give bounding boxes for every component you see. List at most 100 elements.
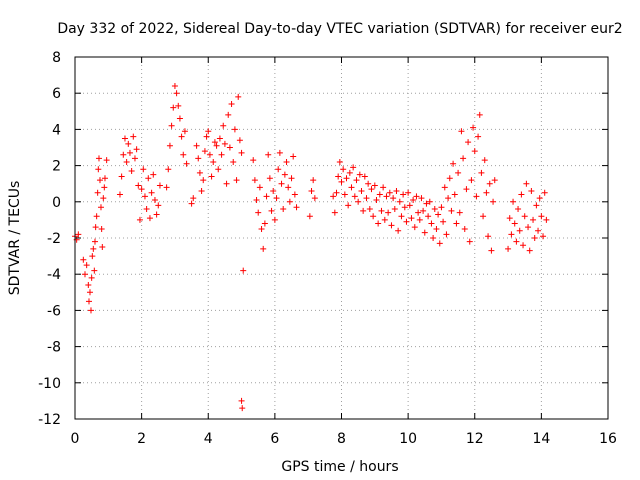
data-point-plus (92, 224, 99, 231)
data-point-plus (150, 171, 157, 178)
data-point-plus (380, 184, 387, 191)
data-point-plus (135, 182, 142, 189)
x-tick-label: 8 (337, 431, 346, 447)
chart-title: Day 332 of 2022, Sidereal Day-to-day VTE… (57, 21, 622, 37)
data-point-plus (183, 160, 190, 167)
data-point-plus (88, 274, 95, 281)
data-point-plus (211, 139, 218, 146)
data-point-plus (438, 204, 445, 211)
data-point-plus (430, 235, 437, 241)
data-point-plus (268, 207, 275, 214)
data-point-plus (255, 209, 262, 216)
data-point-plus (143, 206, 150, 213)
data-point-plus (426, 198, 433, 205)
data-point-plus (99, 244, 106, 251)
data-point-plus (231, 126, 238, 133)
data-point-plus (253, 196, 260, 203)
y-tick-label: 8 (52, 50, 61, 66)
data-point-plus (100, 195, 107, 202)
data-point-plus (228, 101, 235, 108)
data-point-plus (90, 245, 97, 252)
data-point-plus (478, 169, 485, 176)
data-point-plus (240, 267, 247, 274)
data-point-plus (408, 215, 415, 222)
data-point-plus (393, 187, 400, 194)
x-tick-label: 14 (532, 431, 550, 447)
data-point-plus (87, 307, 94, 314)
data-point-plus (456, 209, 463, 216)
data-point-plus (221, 140, 228, 147)
data-point-plus (233, 177, 240, 184)
data-point-plus (171, 82, 178, 89)
data-point-plus (86, 289, 93, 296)
x-tick-label: 0 (71, 431, 80, 447)
data-point-plus (270, 187, 277, 194)
data-point-plus (433, 225, 440, 232)
data-point-plus (490, 198, 497, 205)
data-point-plus (461, 225, 468, 232)
data-point-plus (266, 175, 273, 182)
data-point-plus (363, 195, 370, 202)
data-point-plus (331, 209, 338, 216)
data-point-plus (375, 220, 382, 227)
data-point-plus (98, 225, 105, 232)
data-point-plus (518, 191, 525, 198)
data-point-plus (215, 166, 222, 173)
data-point-plus (371, 182, 378, 189)
data-point-plus (411, 224, 418, 231)
data-point-plus (156, 182, 163, 189)
data-point-plus (541, 189, 548, 196)
data-point-plus (175, 102, 182, 109)
data-point-plus (101, 184, 108, 191)
data-point-plus (153, 211, 160, 218)
data-point-plus (96, 177, 103, 184)
x-tick-label: 16 (599, 431, 617, 447)
data-point-plus (343, 175, 350, 182)
data-point-plus (260, 245, 267, 252)
data-point-plus (460, 155, 467, 162)
data-point-plus (190, 195, 197, 202)
data-point-plus (476, 111, 483, 118)
data-point-plus (176, 115, 183, 122)
data-point-plus (201, 148, 208, 155)
data-point-plus (170, 104, 177, 111)
data-point-plus (403, 218, 410, 225)
data-point-plus (406, 202, 413, 209)
data-point-plus (271, 216, 278, 223)
data-point-plus (511, 220, 518, 227)
data-point-plus (205, 128, 212, 135)
data-point-plus (413, 193, 420, 200)
y-tick-label: 6 (52, 86, 61, 102)
data-point-plus (543, 216, 550, 223)
data-point-plus (283, 158, 290, 165)
data-point-plus (386, 189, 393, 196)
data-point-plus (94, 189, 101, 196)
data-point-plus (405, 189, 412, 196)
data-point-plus (91, 238, 98, 245)
data-point-plus (340, 166, 347, 173)
data-point-plus (515, 206, 522, 213)
data-point-plus (410, 196, 417, 203)
y-tick-label: -10 (38, 376, 61, 392)
data-point-plus (446, 175, 453, 182)
data-point-plus (350, 164, 357, 171)
data-point-plus (85, 298, 92, 305)
data-point-plus (151, 196, 158, 203)
y-tick-label: -4 (47, 267, 61, 283)
data-point-plus (285, 184, 292, 191)
data-point-plus (310, 177, 317, 184)
y-tick-label: -8 (47, 340, 61, 356)
data-point-plus (346, 169, 353, 176)
data-point-plus (128, 168, 135, 175)
data-point-plus (173, 90, 180, 97)
data-point-plus (440, 218, 447, 225)
data-point-plus (540, 233, 547, 240)
data-point-plus (470, 124, 477, 131)
data-point-plus (116, 191, 123, 198)
data-point-plus (238, 149, 245, 156)
data-point-plus (505, 245, 512, 252)
data-point-plus (345, 202, 352, 209)
data-point-plus (391, 206, 398, 213)
y-tick-label: 2 (52, 159, 61, 175)
